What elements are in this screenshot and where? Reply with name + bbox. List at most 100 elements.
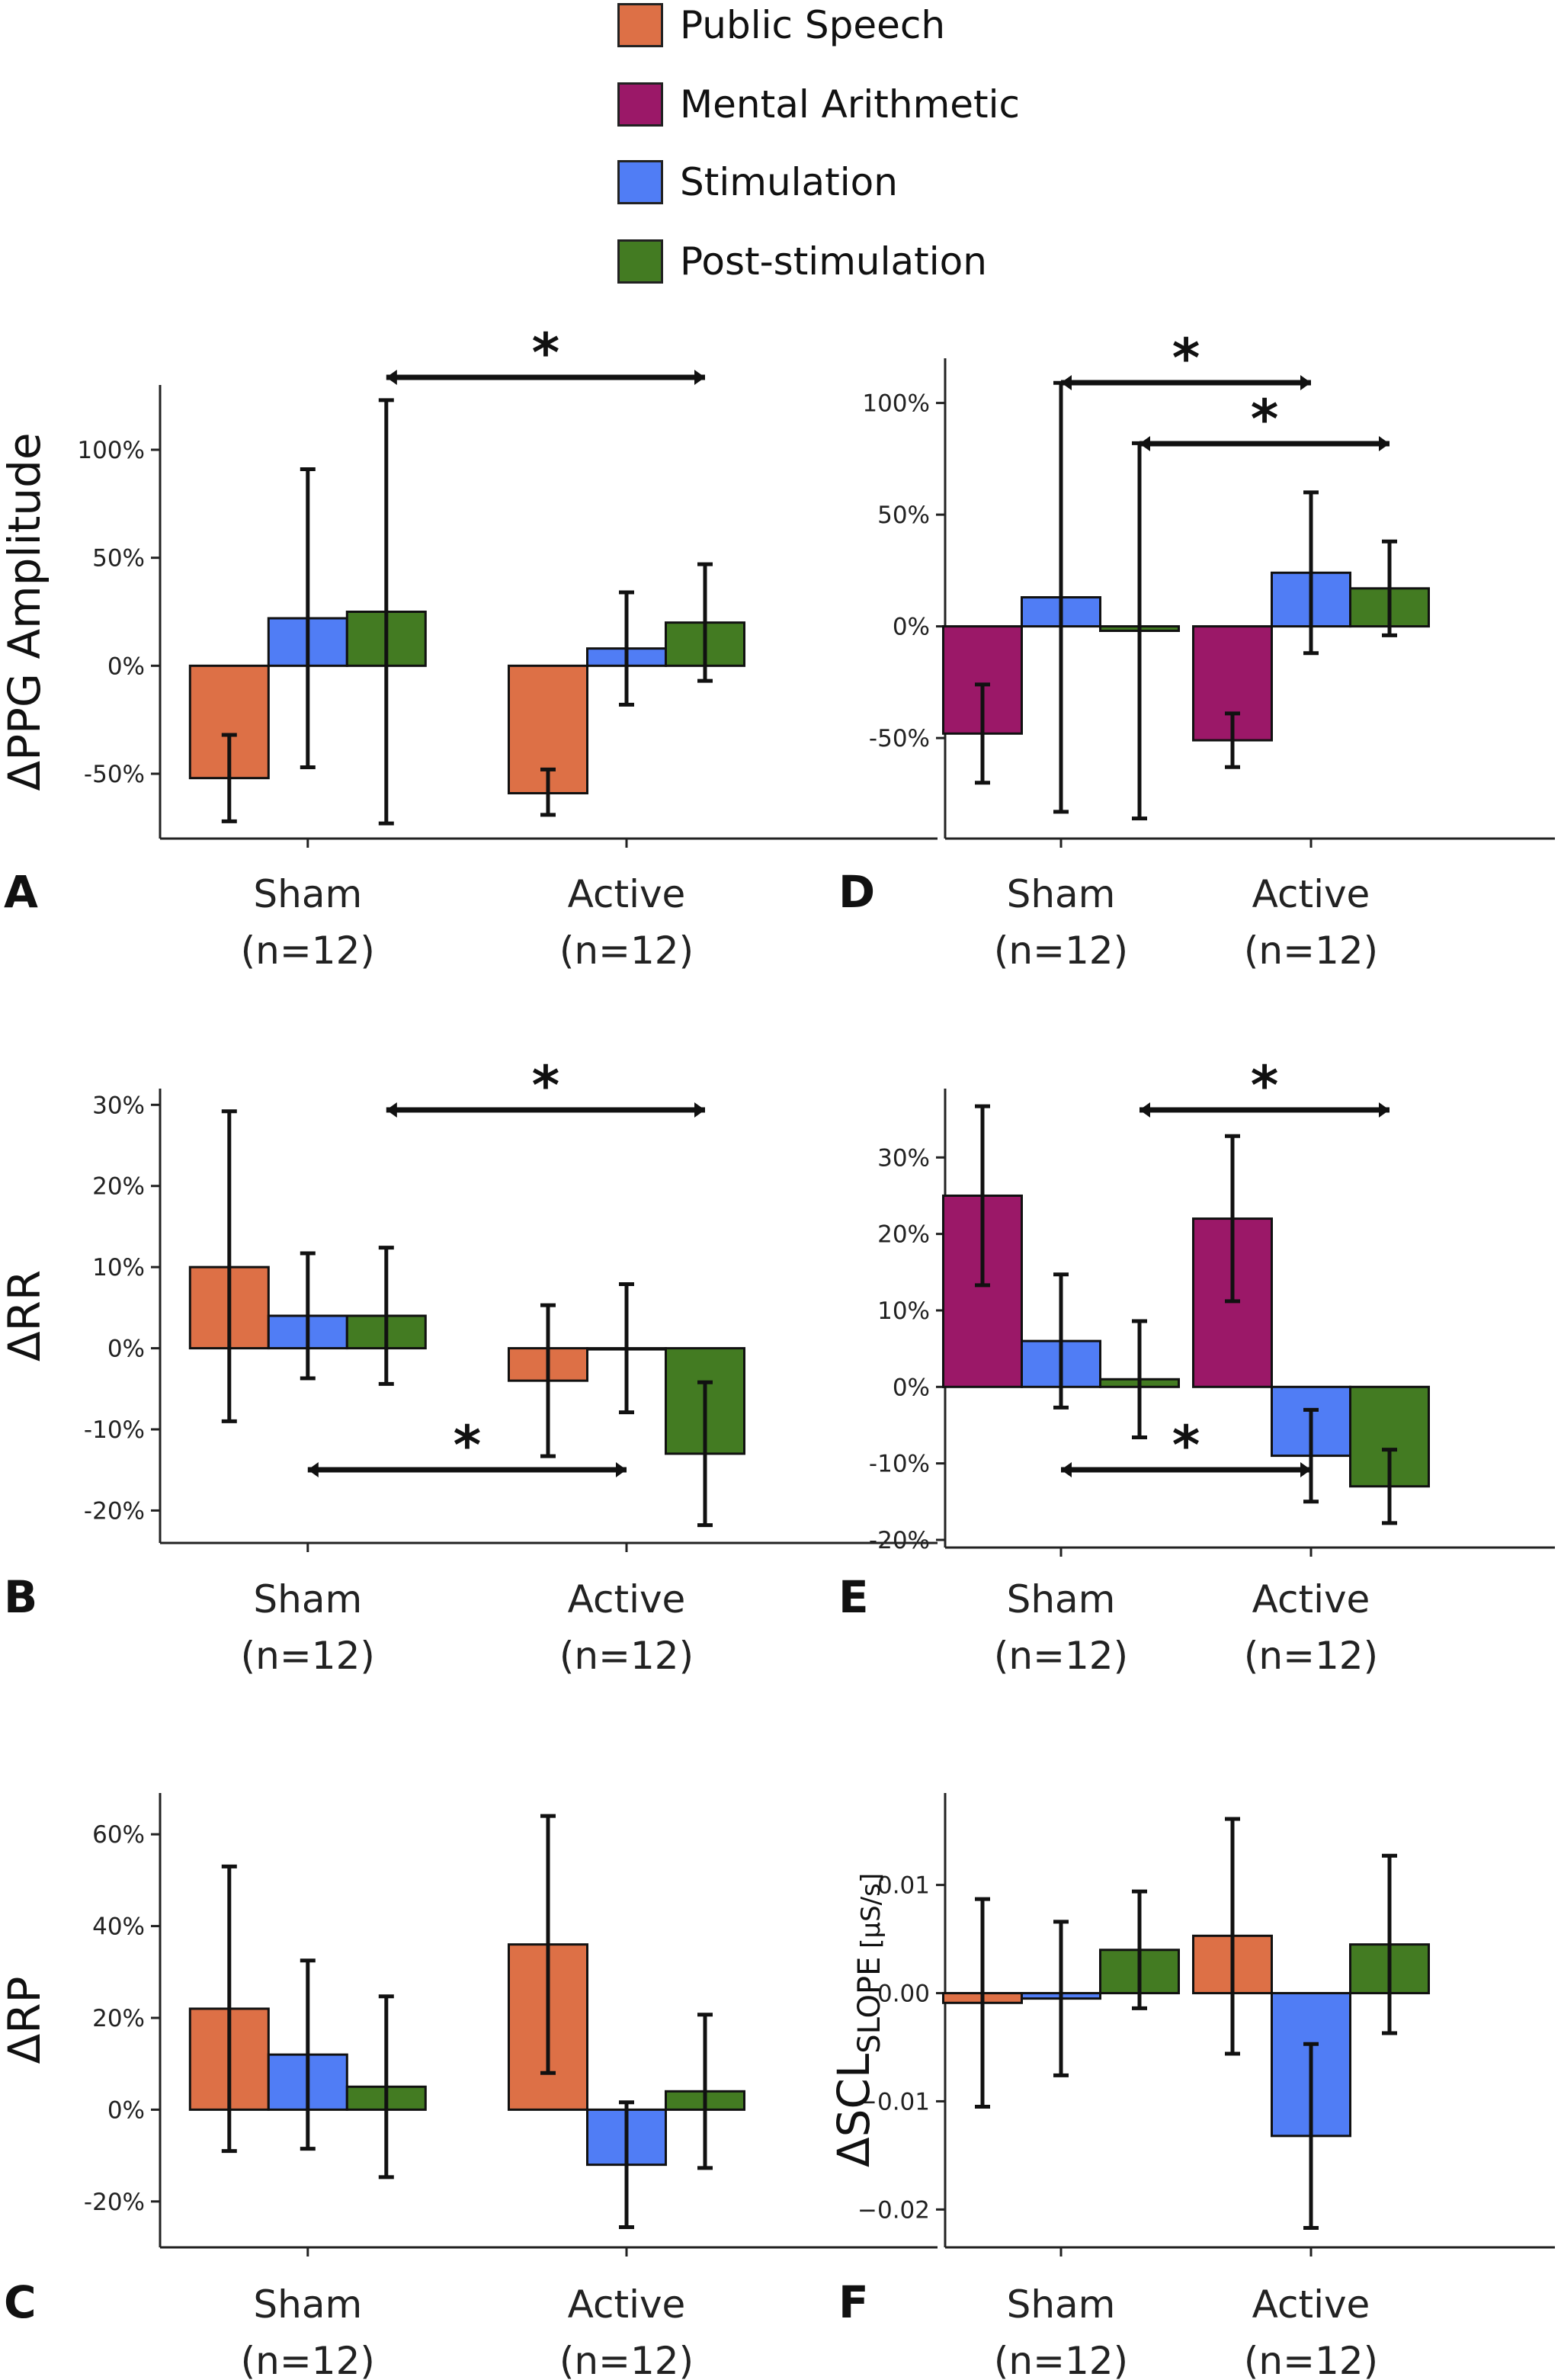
category-label: (n=12) bbox=[994, 929, 1128, 973]
y-tick-label: 40% bbox=[92, 1913, 145, 1941]
significance-arrow bbox=[386, 370, 397, 385]
category-label: Active bbox=[568, 1577, 686, 1621]
significance-star: * bbox=[1172, 327, 1200, 390]
panel-letter: A bbox=[4, 866, 38, 918]
category-label: (n=12) bbox=[559, 2339, 694, 2380]
y-tick-label: 100% bbox=[862, 390, 930, 418]
y-tick-label: -10% bbox=[84, 1416, 145, 1444]
y-tick-label: 20% bbox=[92, 1173, 145, 1201]
category-label: Sham bbox=[253, 872, 362, 916]
y-tick-label: 0.01 bbox=[877, 1872, 930, 1900]
y-axis-label-unit: [μS/s] bbox=[856, 1873, 886, 1957]
y-tick-label: −0.02 bbox=[857, 2196, 930, 2224]
y-tick-label: 0% bbox=[107, 2096, 145, 2124]
y-tick-label: 20% bbox=[92, 2005, 145, 2032]
significance-arrow bbox=[694, 370, 705, 385]
y-tick-label: 0.00 bbox=[877, 1981, 930, 2008]
significance-star: * bbox=[1251, 388, 1279, 451]
panel-letter: C bbox=[4, 2276, 37, 2328]
legend-item: Mental Arithmetic bbox=[617, 81, 1020, 128]
y-tick-label: 0% bbox=[893, 614, 930, 641]
category-label: (n=12) bbox=[241, 1634, 375, 1678]
panel-letter: D bbox=[838, 866, 875, 918]
y-tick-label: 60% bbox=[92, 1821, 145, 1849]
category-label: Sham bbox=[253, 1577, 362, 1621]
y-tick-label: 10% bbox=[92, 1254, 145, 1281]
panel-F: −0.02 −0.01 0.00 0.01 Sham (n=12) Active (n=12)… bbox=[828, 1414, 1555, 2380]
category-label: (n=12) bbox=[241, 929, 375, 973]
y-axis-label: ΔSCLSLOPE [μS/s] bbox=[828, 1873, 887, 2167]
significance-arrow bbox=[1139, 1102, 1150, 1118]
category-label: (n=12) bbox=[1244, 1634, 1378, 1678]
legend-swatch bbox=[617, 239, 663, 284]
category-label: (n=12) bbox=[994, 2339, 1128, 2380]
category-label: Sham bbox=[1007, 872, 1116, 916]
significance-star: * bbox=[1172, 1414, 1200, 1477]
significance-arrow bbox=[1300, 375, 1311, 390]
panel-letter: B bbox=[4, 1571, 37, 1623]
category-label: (n=12) bbox=[1244, 2339, 1378, 2380]
panel-A: -50% 0% 50% 100% Sham (n=12) Active (n=12) * A ΔPP… bbox=[0, 322, 938, 973]
panel-B: -20% -10% 0% 10% 20% 30% Sham (n=12) Active (n=12… bbox=[0, 1054, 938, 1678]
legend-label: Stimulation bbox=[680, 160, 898, 204]
y-axis-label-sub: SLOPE bbox=[852, 1957, 887, 2054]
y-tick-label: -20% bbox=[869, 1527, 930, 1554]
legend-swatch bbox=[617, 3, 663, 47]
y-axis-label: ΔRR bbox=[0, 1270, 50, 1362]
category-label: (n=12) bbox=[1244, 929, 1378, 973]
legend-item: Stimulation bbox=[617, 159, 898, 206]
y-tick-label: -20% bbox=[84, 1497, 145, 1525]
y-tick-label: 0% bbox=[107, 653, 145, 680]
y-axis-label: ΔPPG Amplitude bbox=[0, 432, 50, 791]
legend-label: Post-stimulation bbox=[680, 239, 987, 284]
y-tick-label: 50% bbox=[92, 545, 145, 573]
category-label: (n=12) bbox=[559, 1634, 694, 1678]
significance-arrow bbox=[386, 1102, 397, 1118]
significance-arrow bbox=[1379, 436, 1390, 451]
significance-arrow bbox=[307, 1462, 319, 1477]
legend-item: Public Speech bbox=[617, 2, 945, 49]
y-tick-label: 10% bbox=[877, 1297, 930, 1325]
y-tick-label: 30% bbox=[92, 1092, 145, 1119]
y-tick-label: 100% bbox=[77, 437, 145, 464]
significance-arrow bbox=[1379, 1102, 1390, 1118]
y-tick-label: -50% bbox=[869, 725, 930, 752]
significance-star: * bbox=[532, 1054, 560, 1117]
category-label: Active bbox=[1252, 872, 1370, 916]
category-label: Active bbox=[1252, 1577, 1370, 1621]
y-axis-label: ΔRP bbox=[0, 1977, 50, 2064]
y-tick-label: −0.01 bbox=[857, 2088, 930, 2115]
significance-star: * bbox=[532, 322, 560, 384]
panel-D: -50% 0% 50% 100% Sham (n=12) Active (n=12) * * D bbox=[838, 327, 1555, 973]
category-label: Sham bbox=[253, 2282, 362, 2327]
significance-arrow bbox=[1061, 1462, 1072, 1477]
y-axis-label-main: ΔSCL bbox=[828, 2054, 880, 2167]
legend-item: Post-stimulation bbox=[617, 238, 987, 285]
significance-arrow bbox=[1139, 436, 1150, 451]
y-tick-label: 30% bbox=[877, 1144, 930, 1172]
y-tick-label: 0% bbox=[893, 1374, 930, 1401]
legend-label: Public Speech bbox=[680, 3, 946, 47]
legend-swatch bbox=[617, 160, 663, 204]
category-label: (n=12) bbox=[241, 2339, 375, 2380]
significance-star: * bbox=[1251, 1054, 1279, 1117]
category-label: (n=12) bbox=[559, 929, 694, 973]
y-tick-label: -10% bbox=[869, 1451, 930, 1478]
y-tick-label: 50% bbox=[877, 502, 930, 529]
legend-swatch bbox=[617, 82, 663, 127]
significance-arrow bbox=[1300, 1462, 1311, 1477]
panel-E: -20% -10% 0% 10% 20% 30% Sham (n=12) Active (n=12… bbox=[838, 1054, 1555, 1678]
category-label: (n=12) bbox=[994, 1634, 1128, 1678]
category-label: Sham bbox=[1007, 1577, 1116, 1621]
significance-arrow bbox=[694, 1102, 705, 1118]
significance-star: * bbox=[454, 1414, 482, 1477]
panel-C: -20% 0% 20% 40% 60% Sham (n=12) Active (n=12) * C Δ… bbox=[0, 1414, 938, 2380]
legend-label: Mental Arithmetic bbox=[680, 82, 1021, 127]
category-label: Active bbox=[1252, 2282, 1370, 2327]
category-label: Active bbox=[568, 872, 686, 916]
panel-letter: F bbox=[838, 2276, 869, 2328]
category-label: Active bbox=[568, 2282, 686, 2327]
y-tick-label: 20% bbox=[877, 1221, 930, 1249]
significance-arrow bbox=[1061, 375, 1072, 390]
